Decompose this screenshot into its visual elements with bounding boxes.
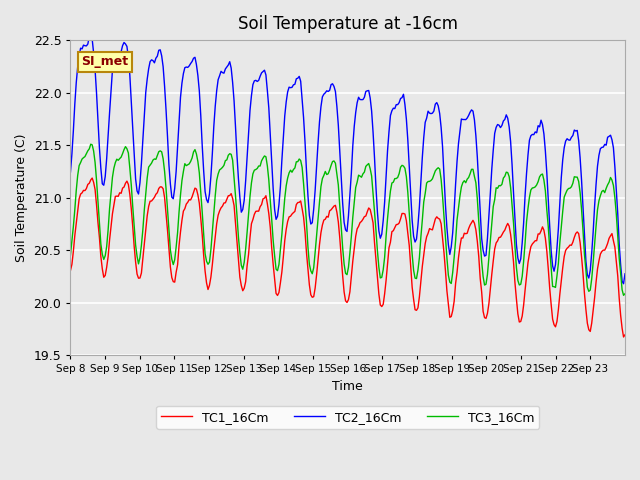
Line: TC3_16Cm: TC3_16Cm bbox=[70, 144, 625, 295]
TC3_16Cm bbox=[620, 292, 627, 298]
TC1_16Cm bbox=[620, 334, 627, 340]
Text: SI_met: SI_met bbox=[81, 55, 129, 68]
TC1_16Cm bbox=[621, 332, 629, 337]
Line: TC1_16Cm: TC1_16Cm bbox=[70, 178, 625, 337]
TC2_16Cm bbox=[463, 115, 471, 121]
TC3_16Cm bbox=[353, 180, 361, 185]
TC1_16Cm bbox=[546, 285, 554, 291]
Title: Soil Temperature at -16cm: Soil Temperature at -16cm bbox=[237, 15, 458, 33]
TC1_16Cm bbox=[463, 230, 471, 236]
TC3_16Cm bbox=[87, 141, 95, 147]
TC3_16Cm bbox=[463, 176, 471, 182]
TC3_16Cm bbox=[618, 287, 626, 293]
TC2_16Cm bbox=[618, 278, 626, 284]
TC2_16Cm bbox=[620, 281, 627, 287]
TC2_16Cm bbox=[67, 169, 74, 175]
TC1_16Cm bbox=[618, 325, 626, 331]
TC2_16Cm bbox=[104, 132, 112, 138]
TC2_16Cm bbox=[546, 224, 554, 229]
TC3_16Cm bbox=[67, 252, 74, 258]
TC3_16Cm bbox=[546, 246, 554, 252]
Line: TC2_16Cm: TC2_16Cm bbox=[70, 36, 625, 284]
X-axis label: Time: Time bbox=[332, 380, 363, 393]
TC2_16Cm bbox=[87, 34, 95, 40]
TC1_16Cm bbox=[86, 180, 93, 186]
Legend: TC1_16Cm, TC2_16Cm, TC3_16Cm: TC1_16Cm, TC2_16Cm, TC3_16Cm bbox=[156, 406, 540, 429]
TC3_16Cm bbox=[621, 291, 629, 297]
Y-axis label: Soil Temperature (C): Soil Temperature (C) bbox=[15, 133, 28, 262]
TC2_16Cm bbox=[86, 34, 93, 39]
TC1_16Cm bbox=[104, 254, 112, 260]
TC2_16Cm bbox=[353, 100, 361, 106]
TC3_16Cm bbox=[86, 146, 93, 152]
TC1_16Cm bbox=[353, 226, 361, 232]
TC1_16Cm bbox=[88, 175, 96, 181]
TC3_16Cm bbox=[104, 227, 112, 233]
TC2_16Cm bbox=[621, 271, 629, 276]
TC1_16Cm bbox=[67, 267, 74, 273]
